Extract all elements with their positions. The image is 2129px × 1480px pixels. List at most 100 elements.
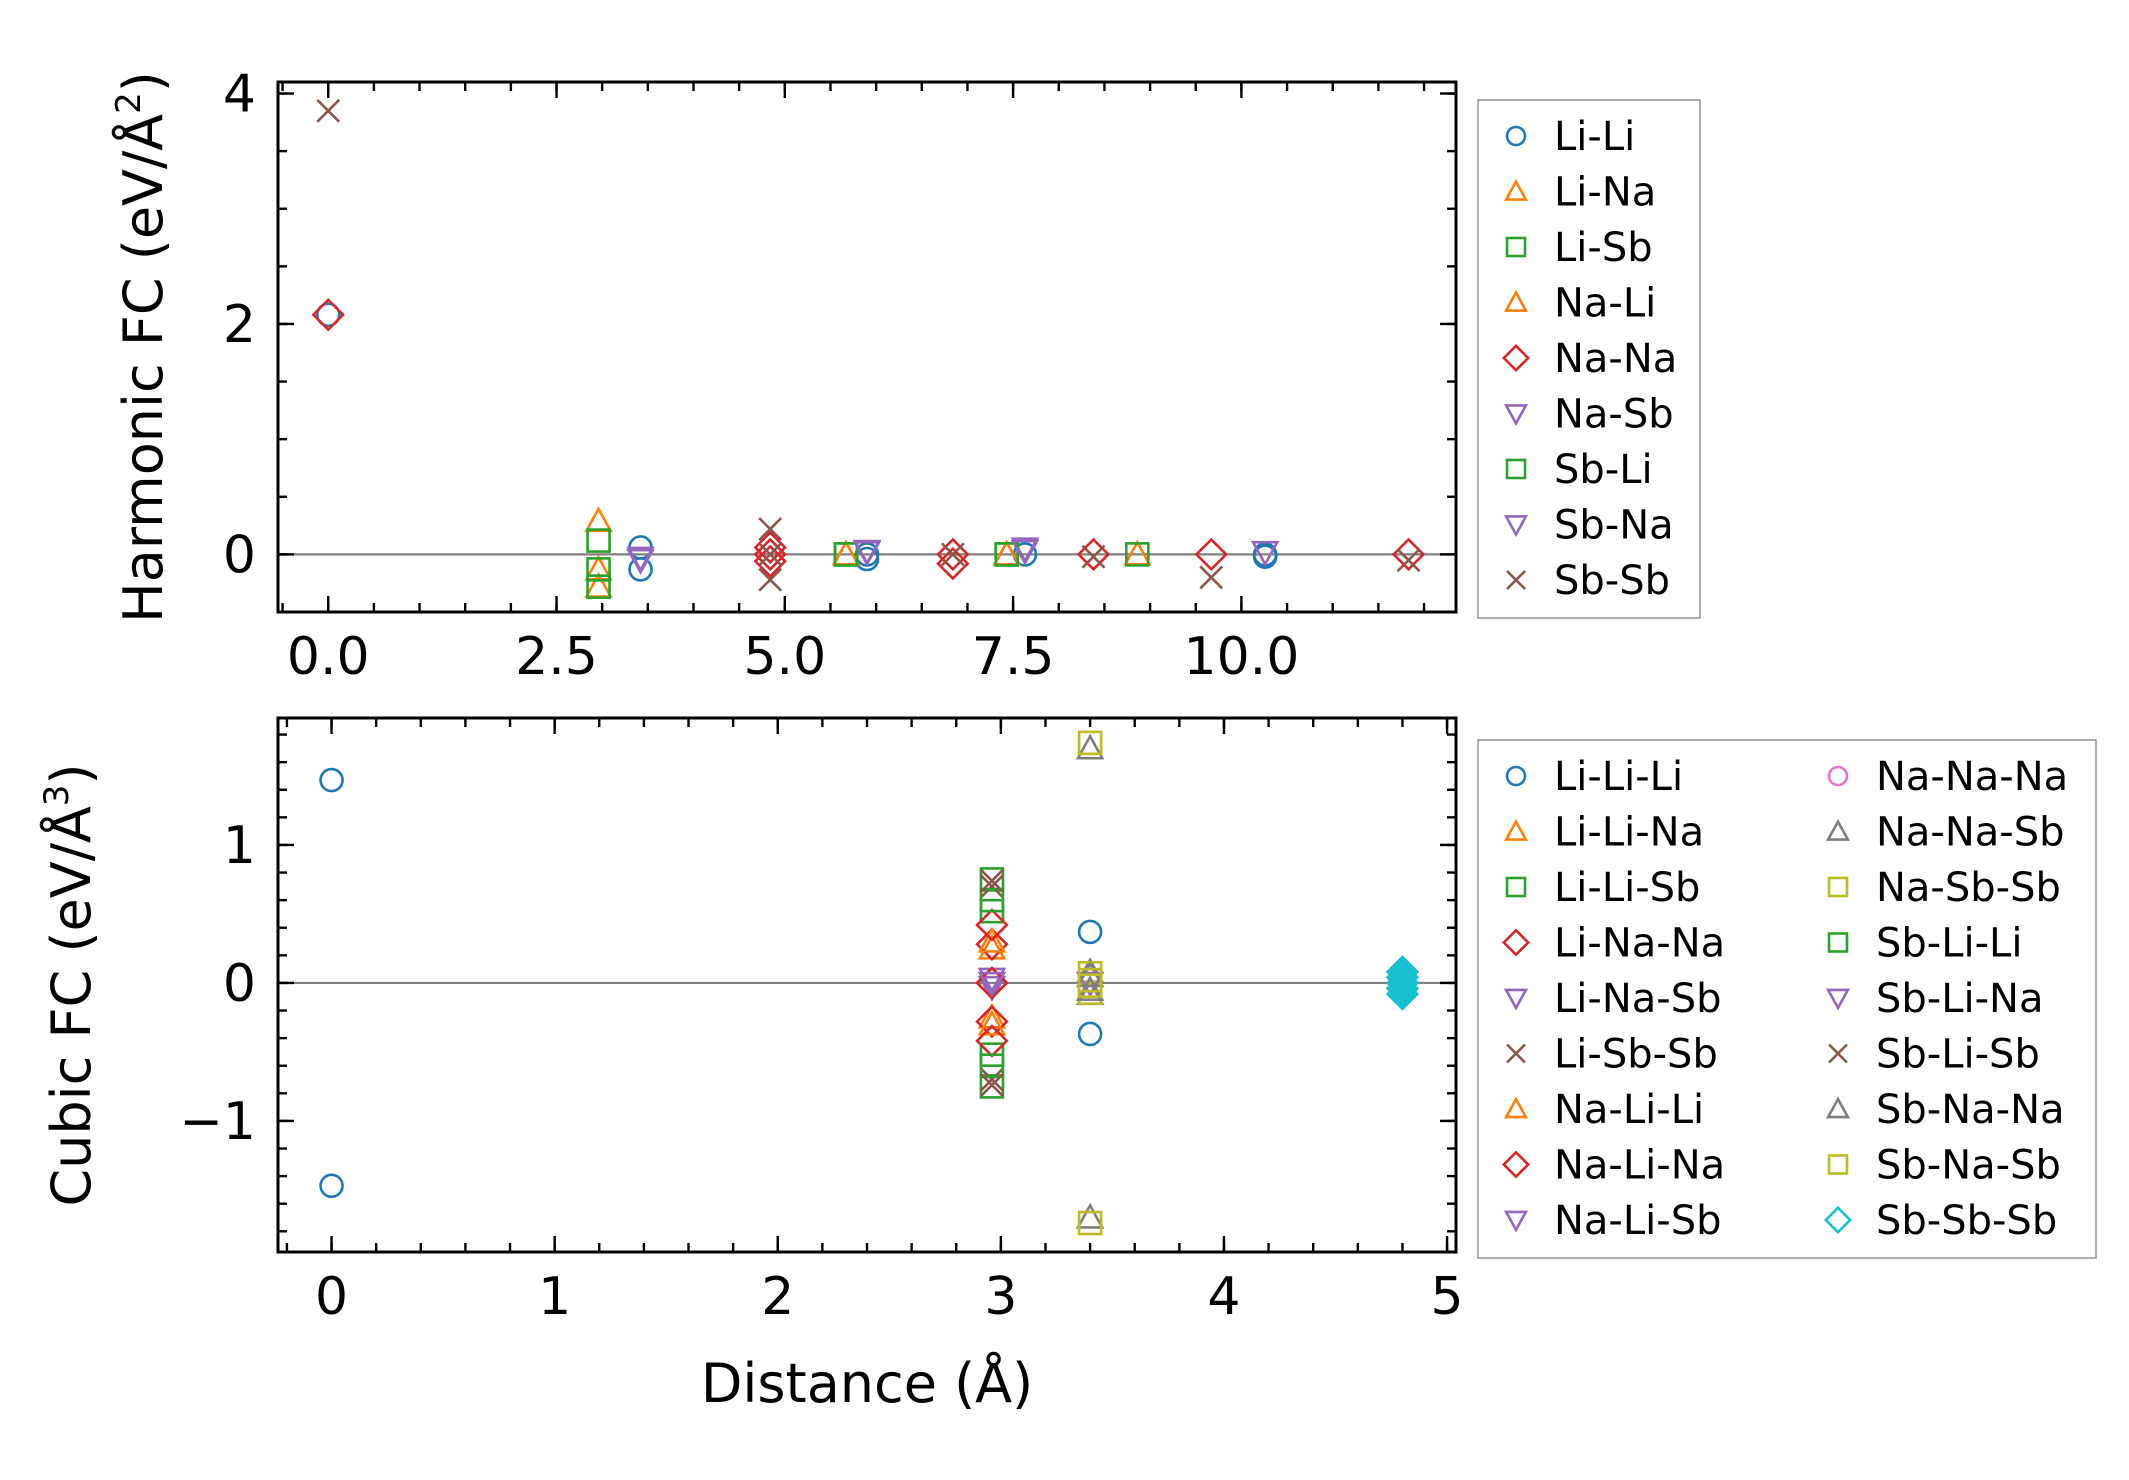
x-tick-label: 0.0 (287, 627, 370, 687)
bottom-data-points (319, 730, 1420, 1236)
point-sb-sb (1199, 565, 1224, 590)
y-tick-label: 0 (223, 954, 256, 1014)
top-y-axis-title-main: Harmonic FC (eV/Å (111, 114, 175, 623)
bottom-panel: 0 1 2 3 4 5−101 Cubic FC (eV/Å3) Distance (Å)… (37, 716, 2097, 1415)
point-li-na-na (975, 1004, 1009, 1039)
point-sb-li-li (979, 1053, 1005, 1079)
y-tick-label: 4 (223, 65, 256, 125)
point-li-sb-sb (980, 1067, 1004, 1092)
point-li-na (584, 506, 613, 533)
point-li-li-li (1077, 1021, 1103, 1047)
point-sb-li-li (979, 887, 1005, 913)
legend-entry-sb-li-na: Sb-Li-Na (1825, 976, 2043, 1022)
legend-entry-na-li-li: Na-Li-Li (1503, 1087, 1704, 1133)
legend-marker-na-li (1503, 289, 1529, 312)
legend-entry-li-sb: Li-Sb (1505, 225, 1653, 271)
point-na-na (936, 546, 970, 581)
point-li-sb (586, 574, 611, 599)
point-sb-sb (758, 567, 783, 592)
top-data-points (311, 98, 1426, 599)
point-na-na (753, 537, 787, 572)
legend-marker-na-na-na (1827, 765, 1849, 787)
legend-entry-sb-li-sb: Sb-Li-Sb (1828, 1032, 2040, 1078)
point-sb-sb (316, 98, 341, 123)
legend-label-li-li-sb: Li-Li-Sb (1554, 865, 1700, 911)
legend-label-na-na: Na-Na (1554, 336, 1677, 382)
top-legend: Li-Li Li-Na Li-Sb Na-Li Na-Na Na-Sb Sb-Li Sb-Na… (1477, 99, 1701, 619)
point-na-sb-sb (1077, 1210, 1103, 1236)
legend-label-na-li-li: Na-Li-Li (1554, 1087, 1704, 1133)
legend-entry-sb-na: Sb-Na (1503, 503, 1674, 549)
point-sb-li-na (1075, 971, 1105, 998)
point-sb-li-sb (980, 1073, 1004, 1097)
legend-marker-na-li-li (1503, 1096, 1529, 1119)
legend-label-na-li-sb: Na-Li-Sb (1554, 1198, 1721, 1244)
legend-marker-sb-sb (1506, 570, 1526, 590)
legend-label-na-na-sb: Na-Na-Sb (1876, 810, 2065, 856)
legend-entry-na-na-sb: Na-Na-Sb (1825, 810, 2065, 856)
point-sb-na (1010, 539, 1040, 566)
point-sb-sb (758, 542, 783, 567)
legend-entry-na-li-na: Na-Li-Na (1502, 1143, 1725, 1189)
legend-entry-sb-li: Sb-Li (1505, 447, 1653, 493)
legend-marker-sb-na (1503, 515, 1529, 538)
legend-marker-sb-na-na (1825, 1096, 1851, 1119)
point-li-sb (586, 557, 611, 582)
point-sb-na (626, 548, 655, 575)
point-li-na-na (975, 927, 1009, 961)
bottom-y-axis-title-close: ) (40, 763, 103, 784)
legend-entry-li-li-li: Li-Li-Li (1505, 754, 1683, 800)
legend-marker-li-sb (1505, 236, 1527, 258)
point-na-na (1194, 537, 1228, 572)
legend-marker-sb-na-sb (1827, 1154, 1849, 1175)
legend-marker-li-li (1505, 125, 1527, 147)
bottom-y-axis-title-main: Cubic FC (eV/Å (39, 806, 103, 1206)
legend-label-li-na-na: Li-Na-Na (1554, 921, 1725, 967)
y-tick-label: 0 (223, 525, 256, 585)
point-sb-na-na (1075, 975, 1105, 1002)
x-tick-label: 7.5 (972, 627, 1055, 687)
point-li-na (584, 571, 613, 598)
x-tick-label: 2.5 (515, 627, 598, 687)
legend-entry-li-li: Li-Li (1505, 114, 1635, 160)
legend-entry-sb-sb-sb: Sb-Sb-Sb (1824, 1198, 2057, 1244)
point-na-na-sb (1075, 1202, 1105, 1229)
point-li-li-sb (979, 1074, 1005, 1099)
bottom-legend: Li-Li-Li Li-Li-Na Li-Li-Sb Li-Na-Na Li-Na-Sb… (1477, 739, 2097, 1259)
legend-entry-na-sb: Na-Sb (1503, 392, 1674, 438)
y-tick-label: −1 (179, 1092, 256, 1152)
legend-box (1477, 739, 2097, 1259)
point-sb-sb (1396, 548, 1421, 573)
legend-marker-li-sb-sb (1506, 1043, 1526, 1064)
point-li-li-sb (979, 867, 1005, 892)
legend-marker-sb-li-li (1827, 932, 1849, 953)
legend-marker-na-sb-sb (1827, 876, 1849, 898)
point-li-li (628, 557, 653, 582)
point-na-sb (1250, 540, 1280, 567)
point-sb-li (833, 542, 859, 567)
legend-entry-sb-na-na: Sb-Na-Na (1825, 1087, 2065, 1133)
legend-marker-na-na (1502, 344, 1530, 372)
top-y-axis-title: Harmonic FC (eV/Å2) (109, 71, 175, 623)
point-li-li-li (319, 767, 344, 793)
point-li-li (1252, 544, 1278, 569)
point-na-na-sb (1075, 733, 1105, 760)
legend-marker-sb-li-sb (1828, 1043, 1848, 1064)
legend-entry-na-na: Na-Na (1502, 336, 1677, 382)
point-sb-sb (940, 542, 965, 567)
legend-entry-na-na-na: Na-Na-Na (1827, 754, 2068, 800)
legend-entry-li-li-sb: Li-Li-Sb (1505, 865, 1700, 911)
legend-label-sb-sb: Sb-Sb (1554, 558, 1670, 604)
point-na-na (753, 544, 787, 578)
point-na-li-li (977, 926, 1007, 953)
legend-label-na-li: Na-Li (1554, 281, 1656, 327)
point-sb-li (994, 542, 1020, 567)
bottom-y-axis-title-sup: 3 (37, 785, 77, 807)
point-li-li-li (319, 1173, 344, 1199)
legend-entry-li-na: Li-Na (1503, 170, 1656, 216)
point-sb-sb (758, 517, 783, 541)
legend-label-na-sb: Na-Sb (1554, 392, 1674, 438)
point-li-sb (1125, 542, 1150, 567)
x-tick-label: 5 (1431, 1267, 1464, 1327)
